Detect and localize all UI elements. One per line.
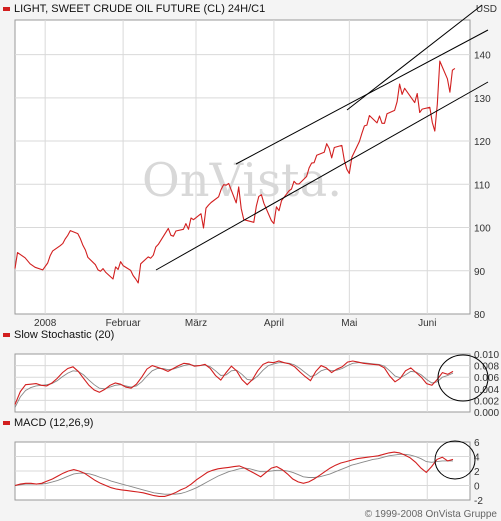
trendline-steep — [346, 4, 483, 111]
price-panel — [14, 19, 471, 315]
annotation-circle-macd — [434, 440, 476, 480]
price-y-tick-label: 120 — [474, 137, 491, 148]
price-y-tick-label: 130 — [474, 94, 491, 105]
unit-label: USD — [476, 4, 497, 15]
copyright-text: © 1999-2008 OnVista Gruppe — [365, 509, 498, 520]
macd-y-tick-label: 4 — [474, 453, 480, 464]
stochastic-y-tick-label: 0.008 — [474, 362, 499, 373]
stochastic-y-tick-label: 0.000 — [474, 408, 499, 419]
stochastic-panel — [14, 353, 471, 413]
month-label: Juni — [418, 318, 436, 329]
macd-title: MACD (12,26,9) — [14, 417, 93, 429]
legend-marker-stochastic — [3, 333, 10, 337]
price-y-tick-label: 110 — [474, 180, 490, 191]
stochastic-main-line — [14, 360, 454, 405]
month-label: Februar — [106, 318, 142, 329]
month-label: April — [264, 318, 284, 329]
price-y-tick-label: 80 — [474, 310, 486, 321]
trendline-upper — [235, 29, 489, 165]
macd-y-tick-label: 0 — [474, 482, 480, 493]
annotation-circle-stochastic — [437, 354, 489, 402]
macd-main-line — [14, 451, 454, 497]
price-y-tick-label: 90 — [474, 267, 486, 278]
macd-signal-line — [14, 453, 453, 495]
trendline-lower — [155, 81, 489, 271]
stochastic-y-tick-label: 0.004 — [474, 385, 499, 396]
legend-marker-macd — [3, 421, 10, 425]
chart-title: LIGHT, SWEET CRUDE OIL FUTURE (CL) 24H/C… — [14, 3, 265, 15]
legend-marker-price — [3, 7, 10, 11]
macd-y-tick-label: -2 — [474, 496, 483, 507]
stochastic-title: Slow Stochastic (20) — [14, 329, 114, 341]
watermark: OnVista. — [142, 153, 342, 207]
price-y-tick-label: 100 — [474, 224, 491, 235]
stochastic-y-tick-label: 0.006 — [474, 373, 499, 384]
stochastic-y-tick-label: 0.010 — [474, 350, 499, 361]
month-label: 2008 — [34, 318, 57, 329]
stochastic-y-tick-label: 0.002 — [474, 396, 499, 407]
price-line — [14, 60, 456, 284]
macd-y-tick-label: 6 — [474, 438, 480, 449]
month-label: März — [185, 318, 207, 329]
macd-y-tick-label: 2 — [474, 467, 480, 478]
price-y-tick-label: 140 — [474, 51, 491, 62]
month-label: Mai — [341, 318, 357, 329]
stochastic-signal-line — [14, 362, 454, 408]
